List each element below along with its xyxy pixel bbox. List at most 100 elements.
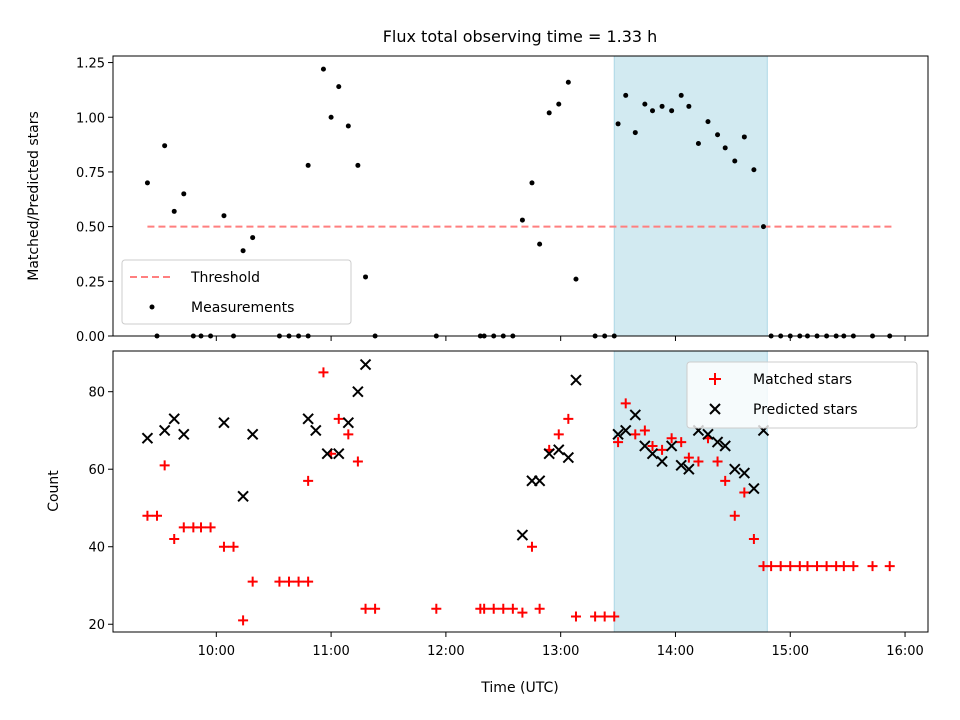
measurement-point [162,143,168,149]
matched-star-point [739,487,750,498]
measurement-point [686,103,692,109]
matched-star-point [848,561,859,572]
measurement-point [556,101,562,107]
matched-star-point [613,437,624,448]
x-tick-label: 11:00 [312,644,349,659]
matched-star-point [712,456,723,467]
predicted-star-point [141,432,154,444]
matched-star-point [884,561,895,572]
matched-star-point [318,367,329,378]
bottom-y-tick-label: 60 [88,463,105,478]
predicted-star-point [158,424,171,437]
predicted-star-point [683,463,695,475]
matched-star-point [169,533,180,544]
predicted-star-point [719,440,731,452]
bottom-y-tick-label: 20 [88,618,105,633]
matched-star-point [479,603,490,614]
predicted-star-point [302,413,314,425]
bottom-panel: 20 40 60 80 10:00 11:00 12:00 13:00 14:00 15:00 16… [46,350,929,696]
measurement-point [363,274,369,280]
matched-star-point [352,456,363,467]
bottom-y-tick-label: 40 [88,541,105,556]
matched-star-point [647,440,658,451]
measurement-point [519,217,525,223]
predicted-star-point [533,475,546,487]
top-plot-area: 0.00 0.25 0.50 0.75 1.00 1.25 [76,55,929,345]
matched-star-point [152,510,163,521]
matched-star-point [867,561,878,572]
matched-star-point [534,603,545,614]
matched-star-point [620,398,631,409]
matched-star-point [785,561,796,572]
predicted-star-point [178,428,190,441]
x-tick-label: 16:00 [886,644,923,659]
matched-star-point [205,522,216,533]
matched-star-point [196,522,207,533]
measurement-point [546,110,552,116]
predicted-star-point [342,416,355,429]
bottom-axes-frame [112,350,929,633]
matched-star-point [159,460,170,471]
x-tick-label: 13:00 [542,644,579,659]
predicted-star-point [562,451,575,464]
bottom-legend-box [686,361,918,429]
matched-star-point [838,561,849,572]
predicted-star-point [665,440,678,452]
matched-star-point [333,413,344,424]
predicted-star-point [543,448,555,460]
measurement-point [642,101,648,107]
predicted-star-point [321,448,333,460]
top-y-tick-label: 0.00 [76,330,105,345]
predicted-star-point [237,490,249,503]
predicted-star-point [352,385,364,398]
top-y-tick-label: 0.25 [76,275,105,290]
measurement-point [732,158,738,164]
matched-star-point [590,611,601,622]
top-highlight-span [613,55,768,337]
top-axes-frame [112,55,929,337]
matched-star-point [360,603,371,614]
measurement-point [221,213,227,219]
predicted-star-point [702,428,714,441]
matched-star-point [693,456,704,467]
matched-star-point [639,425,650,436]
matched-star-point [748,533,759,544]
measurement-point [336,84,342,90]
predicted-star-point [646,448,659,460]
measurement-point [650,108,656,114]
measurements-legend-label: Measurements [191,300,294,316]
matched-star-point [431,603,442,614]
measurement-point [751,167,757,173]
predicted-star-point [570,374,582,386]
matched-star-point [563,413,574,424]
predicted-star-point [310,424,322,437]
matched-star-point [498,603,509,614]
measurement-point [705,119,711,125]
matched-star-point [802,561,813,572]
matched-star-point [553,429,564,440]
matched-star-point [570,611,581,622]
predicted-legend-label: Predicted stars [753,402,858,418]
measurement-point [250,235,256,241]
matched-star-point [812,561,823,572]
matched-star-point [293,576,304,587]
measurement-point [659,103,665,109]
matched-star-point [775,561,786,572]
chart-title: Flux total observing time = 1.33 h [383,27,658,46]
matched-star-point [609,611,620,622]
matched-star-point [284,576,295,587]
top-y-tick-label: 0.75 [76,166,105,181]
x-tick-label: 10:00 [198,644,235,659]
predicted-legend-swatch [709,403,721,415]
measurement-point [305,162,311,168]
predicted-star-point [516,529,529,541]
matched-star-point [343,429,354,440]
predicted-star-point [711,436,724,448]
x-tick-label: 12:00 [427,644,464,659]
measurement-point [573,276,579,282]
measurement-point [529,180,535,186]
predicted-star-point [738,467,751,479]
measurement-point [623,92,629,98]
matched-star-point [218,541,229,552]
matched-star-point [657,444,668,455]
